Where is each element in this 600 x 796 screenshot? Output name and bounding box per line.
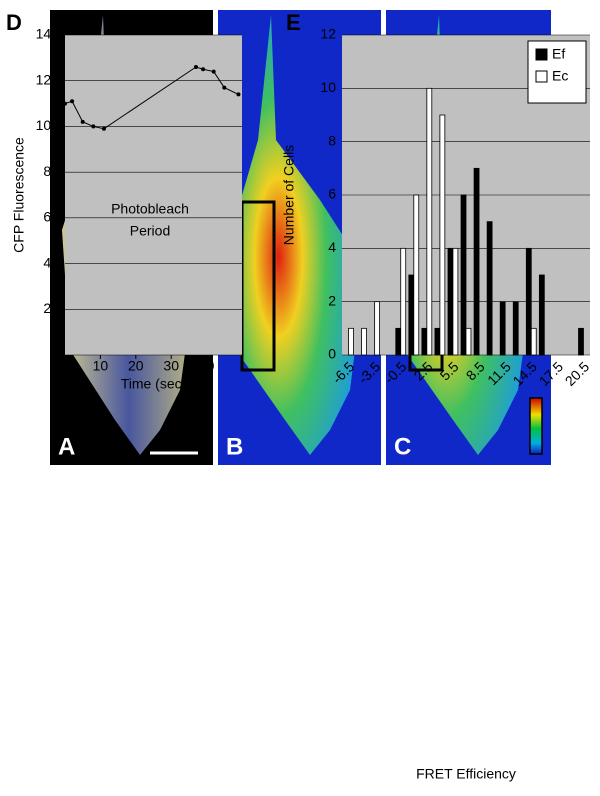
- bar: [452, 247, 459, 356]
- bar: [348, 327, 354, 356]
- y-axis-title: Number of Cells: [281, 145, 297, 245]
- y-axis-title: CFP Fluorescence: [11, 137, 27, 253]
- x-axis-title: Time (sec): [121, 376, 187, 392]
- bar: [421, 327, 428, 356]
- bar: [439, 114, 446, 356]
- y-tick-label: 0: [328, 346, 336, 362]
- bar: [486, 221, 493, 356]
- bar: [413, 194, 420, 356]
- bar: [525, 247, 532, 356]
- data-point: [236, 92, 241, 97]
- bar: [473, 167, 480, 356]
- annotation: Photobleach: [111, 201, 189, 217]
- y-tick-label: 120: [36, 71, 60, 87]
- y-tick-label: 8: [328, 132, 336, 148]
- legend-label: Ec: [552, 68, 568, 84]
- bar: [460, 194, 467, 356]
- y-tick-label: 6: [328, 186, 336, 202]
- data-point: [101, 126, 106, 131]
- bar: [408, 274, 415, 356]
- bar: [361, 327, 367, 356]
- y-tick-label: 12: [320, 26, 336, 42]
- data-point: [222, 85, 227, 90]
- bar: [434, 327, 441, 356]
- y-tick-label: 60: [43, 209, 59, 225]
- y-tick-label: 0: [51, 346, 59, 362]
- y-tick-label: 80: [43, 163, 59, 179]
- x-axis-title: FRET Efficiency: [416, 766, 516, 782]
- legend-label: Ef: [552, 46, 565, 62]
- bar: [465, 327, 472, 356]
- panel-label: D: [6, 10, 22, 35]
- bar: [426, 87, 433, 356]
- data-point: [193, 65, 198, 69]
- color-bar: [529, 397, 543, 455]
- plot-area: [65, 35, 242, 355]
- data-point: [80, 119, 85, 124]
- bar: [512, 301, 519, 356]
- bar: [530, 327, 537, 356]
- x-tick-label: 40: [199, 358, 215, 374]
- panel-label: C: [394, 433, 411, 460]
- legend-swatch: [535, 48, 548, 61]
- bar: [499, 301, 506, 356]
- data-point: [70, 99, 75, 104]
- bar: [400, 247, 407, 356]
- bar: [447, 247, 454, 356]
- x-tick-label: 0: [61, 358, 69, 374]
- bar: [374, 301, 380, 356]
- bar: [538, 274, 545, 356]
- panel-label: A: [58, 433, 75, 460]
- y-tick-label: 20: [43, 300, 59, 316]
- data-point: [201, 67, 206, 72]
- data-point: [91, 124, 96, 129]
- cell-image: [232, 15, 365, 455]
- x-tick-label: 10: [93, 358, 109, 374]
- y-tick-label: 100: [36, 117, 60, 133]
- panel-label: B: [226, 433, 243, 460]
- data-point: [63, 101, 67, 106]
- x-tick-label: 20: [128, 358, 144, 374]
- bar: [578, 327, 584, 356]
- x-tick-label: 20.5: [562, 358, 593, 389]
- panel-label: E: [286, 10, 301, 35]
- bar: [395, 327, 402, 356]
- y-tick-label: 4: [328, 239, 336, 255]
- data-line: [64, 66, 239, 130]
- y-tick-label: 2: [328, 292, 336, 308]
- y-tick-label: 10: [320, 79, 336, 95]
- x-tick-label: 30: [163, 358, 179, 374]
- data-point: [211, 69, 216, 74]
- legend-swatch: [535, 70, 548, 83]
- annotation: Period: [130, 223, 170, 239]
- y-tick-label: 40: [43, 254, 59, 270]
- y-tick-label: 140: [36, 26, 60, 42]
